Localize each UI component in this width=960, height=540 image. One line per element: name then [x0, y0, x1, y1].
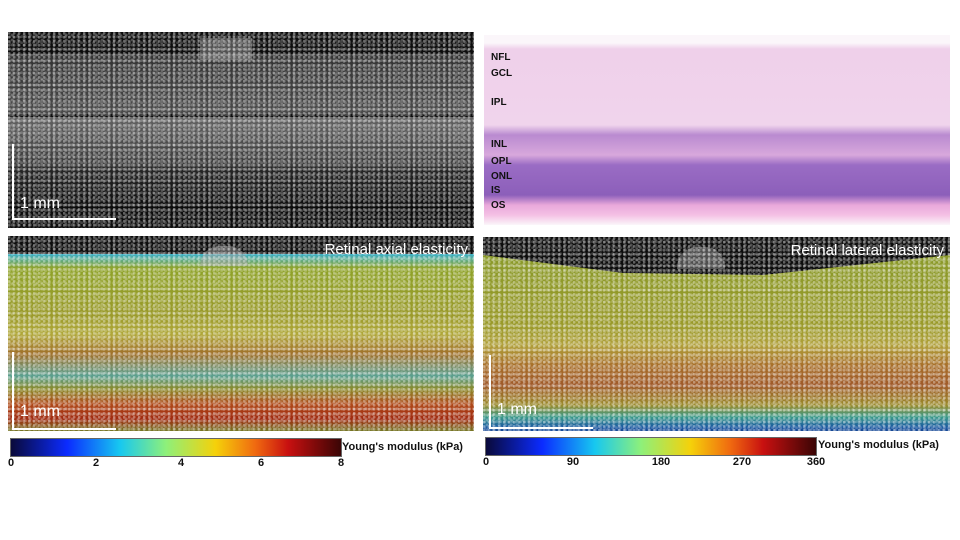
- optic-bump: [200, 38, 252, 60]
- axial-elasticity-panel: Retinal axial elasticity 1 mm: [8, 236, 474, 431]
- elasticity-map: [483, 255, 950, 431]
- scale-bar-label: 1 mm: [20, 195, 60, 212]
- scale-bar-vertical: [12, 144, 14, 220]
- speckle-texture: [483, 237, 950, 431]
- layer-label-onl: ONL: [491, 171, 513, 182]
- elasticity-map: [8, 254, 474, 431]
- optic-bump: [200, 246, 248, 266]
- speckle-texture: [8, 236, 474, 431]
- layer-label-is: IS: [491, 185, 501, 196]
- histology-panel: NFL GCL IPL INL OPL ONL IS OS: [484, 35, 950, 225]
- lateral-tick-270: 270: [732, 456, 752, 468]
- panel-title: Retinal axial elasticity: [324, 241, 468, 258]
- retina-top-layer: [8, 54, 474, 114]
- lateral-tick-180: 180: [651, 456, 671, 468]
- oct-bscan-panel: 1 mm: [8, 32, 474, 228]
- lateral-colorbar-label: Young's modulus (kPa): [818, 439, 939, 451]
- layer-label-inl: INL: [491, 139, 508, 150]
- axial-tick-0: 0: [7, 457, 15, 469]
- scale-bar-horizontal: [12, 428, 116, 430]
- lateral-tick-360: 360: [806, 456, 826, 468]
- axial-tick-8: 8: [337, 457, 345, 469]
- scale-bar-label: 1 mm: [497, 401, 537, 418]
- lateral-elasticity-panel: Retinal lateral elasticity 1 mm: [483, 237, 950, 431]
- lateral-colorbar: [485, 437, 817, 456]
- scale-bar-vertical: [12, 352, 14, 430]
- layer-label-opl: OPL: [491, 156, 512, 167]
- scale-bar-label: 1 mm: [20, 403, 60, 420]
- retina-bright-band: [8, 117, 474, 167]
- layer-label-os: OS: [491, 200, 506, 211]
- panel-title: Retinal lateral elasticity: [790, 242, 944, 259]
- lateral-tick-0: 0: [482, 456, 490, 468]
- scale-bar-vertical: [489, 355, 491, 429]
- lateral-tick-90: 90: [566, 456, 580, 468]
- axial-tick-6: 6: [257, 457, 265, 469]
- axial-tick-2: 2: [92, 457, 100, 469]
- layer-label-nfl: NFL: [491, 52, 511, 63]
- scale-bar-horizontal: [12, 218, 116, 220]
- axial-colorbar: [10, 438, 342, 457]
- axial-tick-4: 4: [177, 457, 185, 469]
- speckle-texture: [8, 32, 474, 228]
- optic-bump: [677, 247, 725, 269]
- layer-label-gcl: GCL: [491, 68, 513, 79]
- scale-bar-horizontal: [489, 427, 593, 429]
- retina-lower-layer: [8, 167, 474, 207]
- layer-label-ipl: IPL: [491, 97, 507, 108]
- axial-colorbar-label: Young's modulus (kPa): [342, 441, 463, 453]
